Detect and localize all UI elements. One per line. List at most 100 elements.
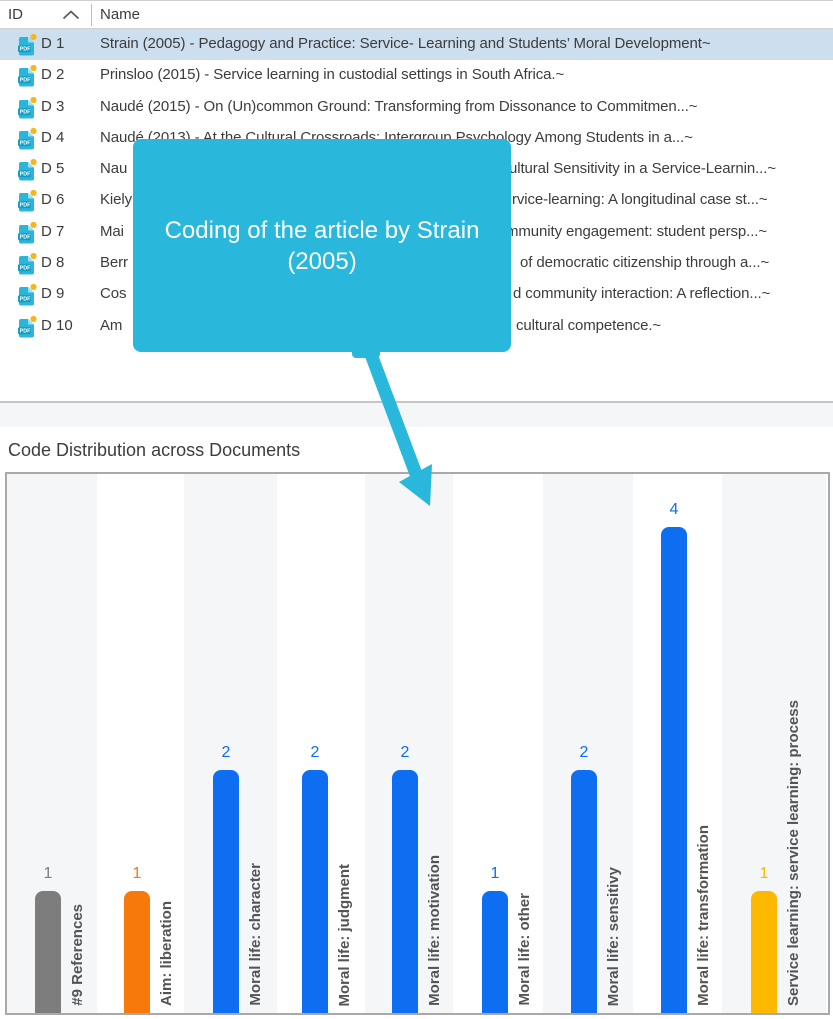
pdf-document-icon: PDF: [18, 252, 37, 275]
bar-value-label: 2: [221, 744, 231, 761]
bar-category-label: Aim: liberation: [158, 900, 175, 1006]
section-divider-strip: [0, 401, 833, 427]
document-id: D 10: [41, 316, 73, 334]
document-row[interactable]: PDF D 7 Mai mmunity engagement: student per…: [0, 217, 833, 248]
svg-text:PDF: PDF: [20, 172, 31, 178]
document-name-right-fragment: d community interaction: A reflection...…: [513, 285, 771, 303]
document-row[interactable]: PDF D 8 Berr of democratic citizenship thro…: [0, 248, 833, 279]
bar-7[interactable]: [571, 770, 597, 1013]
svg-text:PDF: PDF: [20, 234, 31, 240]
bar-value-label: 2: [579, 744, 589, 761]
bar-3[interactable]: [213, 770, 239, 1013]
comment-dot-icon: [30, 190, 37, 197]
comment-dot-icon: [30, 284, 37, 291]
document-name: Prinsloo (2015) - Service learning in cu…: [100, 66, 565, 84]
document-name-left-fragment: Nau: [100, 160, 128, 178]
bar-category-label: Moral life: transformation: [695, 825, 712, 1006]
document-id: D 8: [41, 254, 65, 272]
pdf-document-icon: PDF: [18, 65, 37, 87]
document-list-header: ID Name: [0, 1, 833, 29]
document-id: D 6: [41, 191, 65, 209]
comment-dot-icon: [30, 96, 37, 103]
pdf-document-icon: PDF: [18, 159, 37, 181]
pdf-document-icon: PDF: [18, 190, 37, 212]
annotation-callout-text: Coding of the article by Strain (2005): [164, 216, 480, 275]
bar-value-label: 2: [310, 744, 320, 761]
document-name-left-fragment: Cos: [100, 285, 127, 303]
document-name-left-fragment: Am: [100, 316, 123, 334]
document-id: D 1: [41, 35, 65, 52]
document-name-right-fragment: ultural Sensitivity in a Service-Learnin…: [509, 160, 776, 178]
comment-dot-icon: [30, 315, 37, 322]
document-row[interactable]: PDF D 2 Prinsloo (2015) - Service learning…: [0, 60, 833, 91]
svg-text:PDF: PDF: [20, 109, 31, 115]
bar-category-label: Moral life: motivation: [426, 855, 443, 1006]
bar-category-label: Moral life: other: [516, 893, 533, 1006]
document-row[interactable]: PDF D 5 Nau ultural Sensitivity in a Servic…: [0, 154, 833, 185]
pdf-document-icon: PDF: [18, 33, 37, 56]
bar-value-label: 1: [132, 865, 142, 882]
document-name-left-fragment: Kiely: [100, 191, 133, 209]
annotation-callout: Coding of the article by Strain (2005): [133, 139, 511, 352]
comment-dot-icon: [30, 127, 37, 134]
comment-dot-icon: [30, 252, 37, 260]
document-row[interactable]: PDF D 10 Am cultural competence.~: [0, 311, 833, 342]
bar-category-label: Moral life: character: [247, 863, 264, 1006]
comment-dot-icon: [30, 33, 37, 41]
document-id: D 7: [41, 222, 65, 240]
bar-4[interactable]: [302, 770, 328, 1013]
bar-8[interactable]: [661, 527, 687, 1013]
chevron-up-icon[interactable]: [62, 10, 80, 20]
bar-category-label: Service learning: service learning: proc…: [785, 700, 802, 1006]
pdf-document-icon: PDF: [18, 284, 37, 306]
column-header-name[interactable]: Name: [100, 6, 141, 23]
document-row[interactable]: PDF D 6 Kiely rvice-learning: A longitudina…: [0, 185, 833, 216]
bar-category-label: Moral life: sensitivy: [605, 866, 622, 1006]
bar-9[interactable]: [751, 891, 777, 1013]
document-name: Strain (2005) - Pedagogy and Practice: S…: [100, 35, 711, 52]
svg-text:PDF: PDF: [20, 297, 31, 303]
svg-text:PDF: PDF: [20, 78, 31, 84]
document-row[interactable]: PDF D 1 Strain (2005) - Pedagogy and Pract…: [0, 29, 833, 61]
document-row[interactable]: PDF D 9 Cos d community interaction: A refl…: [0, 279, 833, 310]
document-name-right-fragment: rvice-learning: A longitudinal case st..…: [512, 191, 768, 209]
bar-5[interactable]: [392, 770, 418, 1013]
bar-value-label: 1: [43, 865, 53, 882]
document-id: D 9: [41, 285, 65, 303]
column-header-id[interactable]: ID: [8, 6, 23, 23]
bar-6[interactable]: [482, 891, 508, 1013]
pdf-document-icon: PDF: [18, 315, 37, 338]
document-list: ID Name PDF D 1 Strain (2005) - Pedagogy a…: [0, 0, 833, 342]
svg-text:PDF: PDF: [20, 328, 31, 334]
document-name-right-fragment: cultural competence.~: [516, 316, 662, 334]
document-name-right-fragment: mmunity engagement: student persp...~: [506, 222, 768, 240]
pdf-document-icon: PDF: [18, 127, 37, 150]
document-id: D 4: [41, 128, 65, 146]
document-name-left-fragment: Berr: [100, 254, 128, 272]
document-row[interactable]: PDF D 3 Naudé (2015) - On (Un)common Groun…: [0, 92, 833, 123]
code-distribution-chart: 1 #9 References 1 Aim: liberation 2 Moral lif…: [5, 472, 830, 1015]
bar-category-label: Moral life: judgment: [336, 863, 353, 1007]
document-id: D 3: [41, 97, 65, 115]
document-name-left-fragment: Mai: [100, 222, 124, 240]
svg-text:PDF: PDF: [20, 203, 31, 209]
bar-1[interactable]: [35, 891, 61, 1013]
svg-text:PDF: PDF: [20, 140, 31, 146]
comment-dot-icon: [30, 159, 37, 166]
column-divider[interactable]: [91, 4, 92, 26]
svg-text:PDF: PDF: [20, 266, 31, 272]
document-name-right-fragment: of democratic citizenship through a...~: [520, 254, 770, 272]
chart-section-title: Code Distribution across Documents: [8, 440, 301, 460]
bar-2[interactable]: [124, 891, 150, 1013]
document-name: Naudé (2015) - On (Un)common Ground: Tra…: [100, 97, 698, 115]
bar-value-label: 2: [400, 744, 410, 761]
document-id: D 5: [41, 160, 65, 178]
bar-value-label: 1: [490, 865, 500, 882]
pdf-document-icon: PDF: [18, 96, 37, 119]
comment-dot-icon: [30, 221, 37, 228]
bar-value-label: 1: [759, 865, 769, 882]
comment-dot-icon: [30, 65, 37, 72]
document-id: D 2: [41, 66, 65, 84]
svg-text:PDF: PDF: [20, 47, 31, 53]
